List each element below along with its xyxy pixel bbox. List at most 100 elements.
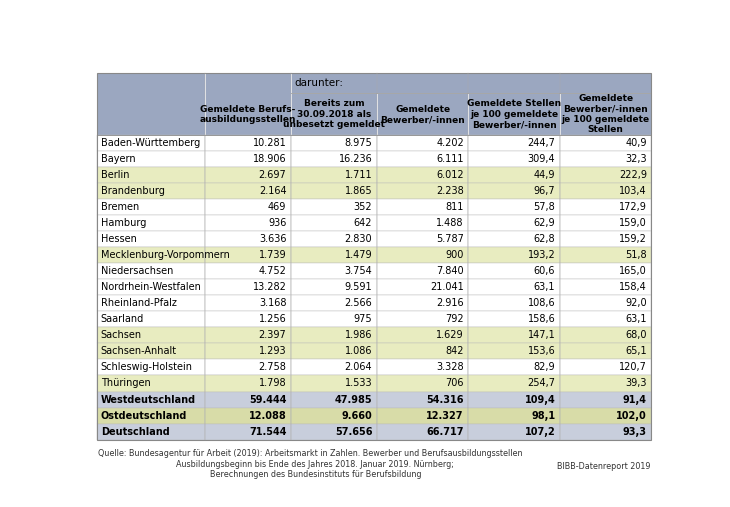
Text: 107,2: 107,2: [525, 426, 556, 437]
Bar: [560, 328, 651, 343]
Text: 1.865: 1.865: [345, 187, 372, 196]
Text: Bayern: Bayern: [101, 155, 136, 164]
Text: 63,1: 63,1: [626, 314, 647, 324]
Text: 13.282: 13.282: [253, 282, 286, 293]
Bar: [377, 376, 469, 391]
Bar: [560, 135, 651, 152]
Text: 2.916: 2.916: [437, 299, 464, 308]
Text: 12.088: 12.088: [249, 411, 286, 420]
Text: Brandenburg: Brandenburg: [101, 187, 165, 196]
Bar: [205, 408, 291, 423]
Text: 706: 706: [445, 379, 464, 388]
Bar: [377, 93, 469, 135]
Bar: [560, 279, 651, 296]
Bar: [205, 328, 291, 343]
Bar: [205, 247, 291, 264]
Text: BIBB-Datenreport 2019: BIBB-Datenreport 2019: [557, 462, 650, 472]
Bar: [97, 311, 205, 328]
Text: 1.479: 1.479: [345, 250, 372, 261]
Text: 4.202: 4.202: [436, 138, 464, 149]
Text: Westdeutschland: Westdeutschland: [101, 394, 196, 405]
Bar: [97, 296, 205, 311]
Bar: [377, 247, 469, 264]
Bar: [377, 167, 469, 184]
Bar: [469, 359, 560, 376]
Bar: [97, 135, 205, 152]
Text: 96,7: 96,7: [534, 187, 556, 196]
Text: Sachsen: Sachsen: [101, 331, 142, 341]
Bar: [560, 376, 651, 391]
Text: 1.629: 1.629: [437, 331, 464, 341]
Text: 2.830: 2.830: [345, 234, 372, 244]
Text: Gemeldete
Bewerber/-innen
je 100 gemeldete
Stellen: Gemeldete Bewerber/-innen je 100 gemelde…: [561, 94, 650, 134]
Bar: [291, 247, 377, 264]
Text: 21.041: 21.041: [430, 282, 464, 293]
Text: 147,1: 147,1: [528, 331, 556, 341]
Text: Bremen: Bremen: [101, 202, 139, 212]
Bar: [469, 408, 560, 423]
Bar: [469, 376, 560, 391]
Text: 9.591: 9.591: [345, 282, 372, 293]
Text: Gemeldete Stellen
je 100 gemeldete
Bewerber/-innen: Gemeldete Stellen je 100 gemeldete Bewer…: [467, 99, 561, 129]
Bar: [205, 376, 291, 391]
Text: Sachsen-Anhalt: Sachsen-Anhalt: [101, 346, 177, 356]
Text: 2.238: 2.238: [436, 187, 464, 196]
Text: 91,4: 91,4: [623, 394, 647, 405]
Text: 153,6: 153,6: [528, 346, 556, 356]
Text: 1.293: 1.293: [259, 346, 286, 356]
Bar: [205, 279, 291, 296]
Bar: [469, 279, 560, 296]
Text: Nordrhein-Westfalen: Nordrhein-Westfalen: [101, 282, 201, 293]
Bar: [205, 343, 291, 359]
Text: Ostdeutschland: Ostdeutschland: [101, 411, 187, 420]
Bar: [469, 199, 560, 215]
Bar: [469, 423, 560, 440]
Bar: [97, 247, 205, 264]
Bar: [97, 408, 205, 423]
Bar: [469, 231, 560, 247]
Text: 811: 811: [445, 202, 464, 212]
Bar: [377, 391, 469, 408]
Bar: [291, 184, 377, 199]
Bar: [560, 343, 651, 359]
Bar: [291, 152, 377, 167]
Text: 3.328: 3.328: [437, 363, 464, 373]
Bar: [377, 423, 469, 440]
Text: 103,4: 103,4: [619, 187, 647, 196]
Bar: [560, 296, 651, 311]
Text: Deutschland: Deutschland: [101, 426, 169, 437]
Text: 10.281: 10.281: [253, 138, 286, 149]
Text: 51,8: 51,8: [625, 250, 647, 261]
Text: 18.906: 18.906: [253, 155, 286, 164]
Text: 1.533: 1.533: [345, 379, 372, 388]
Bar: [291, 73, 651, 93]
Bar: [205, 152, 291, 167]
Text: 244,7: 244,7: [528, 138, 556, 149]
Bar: [291, 215, 377, 231]
Text: 842: 842: [445, 346, 464, 356]
Bar: [205, 73, 291, 135]
Text: 68,0: 68,0: [626, 331, 647, 341]
Text: 120,7: 120,7: [619, 363, 647, 373]
Bar: [291, 391, 377, 408]
Text: 352: 352: [354, 202, 372, 212]
Bar: [205, 135, 291, 152]
Bar: [469, 391, 560, 408]
Text: 47.985: 47.985: [335, 394, 372, 405]
Text: 16.236: 16.236: [339, 155, 372, 164]
Bar: [291, 167, 377, 184]
Bar: [377, 184, 469, 199]
Text: Saarland: Saarland: [101, 314, 144, 324]
Bar: [97, 231, 205, 247]
Bar: [205, 423, 291, 440]
Text: 66.717: 66.717: [426, 426, 464, 437]
Bar: [97, 343, 205, 359]
Text: 900: 900: [445, 250, 464, 261]
Text: 63,1: 63,1: [534, 282, 556, 293]
Bar: [97, 328, 205, 343]
Text: 7.840: 7.840: [437, 267, 464, 276]
Text: Schleswig-Holstein: Schleswig-Holstein: [101, 363, 193, 373]
Text: 109,4: 109,4: [525, 394, 556, 405]
Bar: [205, 215, 291, 231]
Text: 2.164: 2.164: [259, 187, 286, 196]
